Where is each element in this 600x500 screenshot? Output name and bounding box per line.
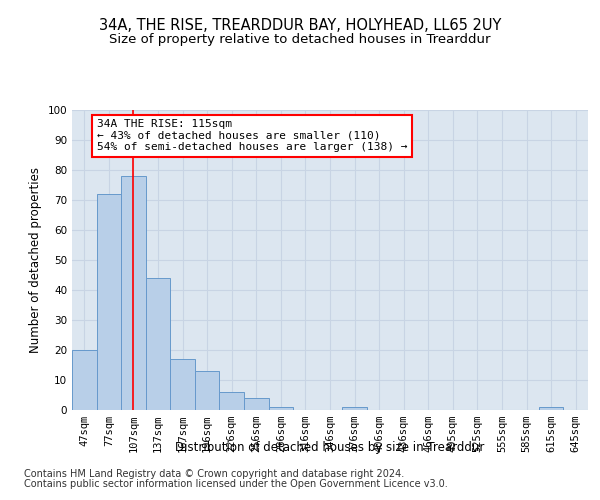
Text: Distribution of detached houses by size in Trearddur: Distribution of detached houses by size … — [175, 441, 485, 454]
Bar — [121, 176, 146, 410]
Bar — [539, 407, 563, 410]
Bar — [220, 392, 244, 410]
Text: Contains HM Land Registry data © Crown copyright and database right 2024.: Contains HM Land Registry data © Crown c… — [24, 469, 404, 479]
Bar — [97, 194, 121, 410]
Bar — [195, 371, 220, 410]
Text: 34A THE RISE: 115sqm
← 43% of detached houses are smaller (110)
54% of semi-deta: 34A THE RISE: 115sqm ← 43% of detached h… — [97, 119, 407, 152]
Text: Contains public sector information licensed under the Open Government Licence v3: Contains public sector information licen… — [24, 479, 448, 489]
Y-axis label: Number of detached properties: Number of detached properties — [29, 167, 42, 353]
Text: Size of property relative to detached houses in Trearddur: Size of property relative to detached ho… — [109, 32, 491, 46]
Bar — [170, 359, 195, 410]
Text: 34A, THE RISE, TREARDDUR BAY, HOLYHEAD, LL65 2UY: 34A, THE RISE, TREARDDUR BAY, HOLYHEAD, … — [99, 18, 501, 32]
Bar — [244, 398, 269, 410]
Bar — [72, 350, 97, 410]
Bar — [146, 278, 170, 410]
Bar — [269, 407, 293, 410]
Bar — [342, 407, 367, 410]
